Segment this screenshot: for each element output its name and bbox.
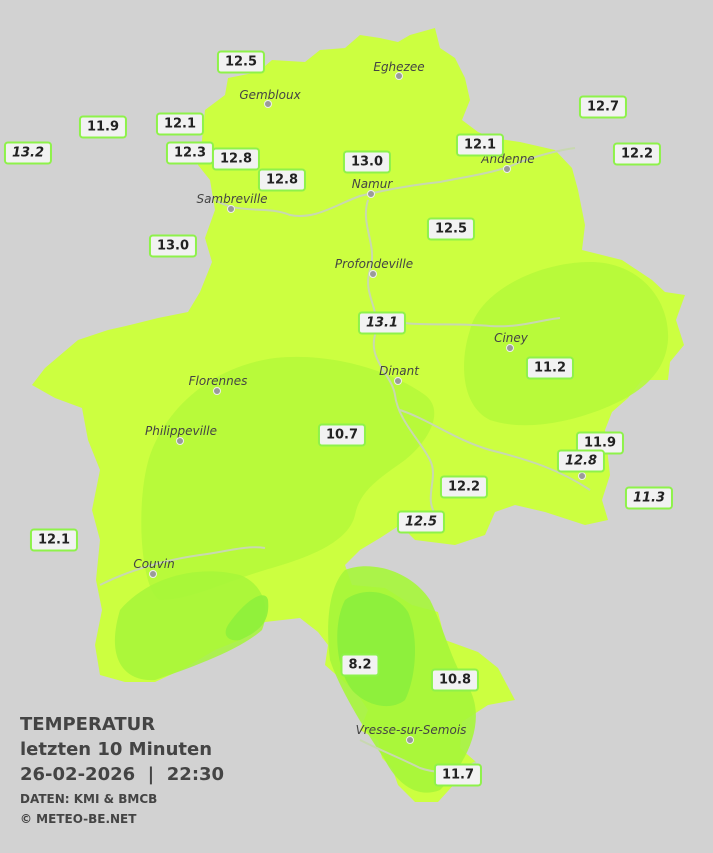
data-source: DATEN: KMI & BMCB xyxy=(20,792,158,806)
reading-label[interactable]: 11.9 xyxy=(78,115,128,139)
river-meuse-south xyxy=(364,199,441,521)
reading-label[interactable]: 8.2 xyxy=(340,653,380,677)
town-dot-vresse xyxy=(406,736,414,744)
reading-label[interactable]: 11.7 xyxy=(433,763,483,787)
town-dot-ciney xyxy=(506,344,514,352)
zone-cool-core xyxy=(337,591,416,707)
town-name-florennes: Florennes xyxy=(189,374,248,388)
reading-label[interactable]: 12.7 xyxy=(578,95,628,119)
reading-label[interactable]: 13.0 xyxy=(148,234,198,258)
town-dot-rochefort xyxy=(578,472,586,480)
reading-label[interactable]: 12.8 xyxy=(211,147,261,171)
reading-label[interactable]: 12.5 xyxy=(426,217,476,241)
town-name-couvin: Couvin xyxy=(133,557,174,571)
river-viroin xyxy=(99,546,266,586)
reading-label[interactable]: 12.1 xyxy=(155,112,205,136)
town-dot-philippeville xyxy=(176,437,184,445)
town-name-gembloux: Gembloux xyxy=(239,88,301,102)
town-dot-dinant xyxy=(394,377,402,385)
town-labels: Eghezee Gembloux Andenne Namur Sambrevil… xyxy=(133,60,534,737)
reading-label[interactable]: 13.2 xyxy=(3,141,53,165)
reading-label[interactable]: 11.2 xyxy=(525,356,575,380)
copyright: © METEO-BE.NET xyxy=(20,812,137,826)
town-dot-profondeville xyxy=(369,270,377,278)
reading-label[interactable]: 12.5 xyxy=(216,50,266,74)
town-dot-couvin xyxy=(149,570,157,578)
zone-mid-center xyxy=(141,356,435,600)
reading-label[interactable]: 12.5 xyxy=(396,510,446,534)
reading-label[interactable]: 10.8 xyxy=(430,668,480,692)
reading-label[interactable]: 12.1 xyxy=(455,133,505,157)
town-markers xyxy=(149,72,586,744)
town-dot-sambreville xyxy=(227,205,235,213)
map-datetime: 26-02-2026 | 22:30 xyxy=(20,764,225,785)
town-dot-andenne xyxy=(503,165,511,173)
town-name-ciney: Ciney xyxy=(494,331,529,345)
zone-mid-east xyxy=(464,262,669,426)
town-name-vresse: Vresse-sur-Semois xyxy=(356,723,467,737)
reading-label[interactable]: 12.8 xyxy=(556,449,606,473)
reading-label[interactable]: 11.3 xyxy=(624,486,674,510)
town-name-profondeville: Profondeville xyxy=(335,257,413,271)
river-lesse xyxy=(399,409,591,491)
reading-label[interactable]: 12.8 xyxy=(257,168,307,192)
town-name-philippeville: Philippeville xyxy=(145,424,217,438)
reading-label[interactable]: 13.1 xyxy=(357,311,407,335)
zone-cool-south xyxy=(225,595,269,641)
town-dot-eghezee xyxy=(395,72,403,80)
town-name-eghezee: Eghezee xyxy=(373,60,424,74)
map-subtitle: letzten 10 Minuten xyxy=(20,739,213,760)
reading-label[interactable]: 12.2 xyxy=(439,475,489,499)
town-dot-florennes xyxy=(213,387,221,395)
town-name-sambreville: Sambreville xyxy=(196,192,267,206)
reading-label[interactable]: 12.3 xyxy=(165,141,215,165)
reading-label[interactable]: 12.2 xyxy=(612,142,662,166)
reading-label[interactable]: 13.0 xyxy=(342,150,392,174)
town-dot-gembloux xyxy=(264,100,272,108)
town-name-dinant: Dinant xyxy=(379,364,420,378)
town-dot-namur xyxy=(367,190,375,198)
info-panel: TEMPERATUR letzten 10 Minuten 26-02-2026… xyxy=(20,712,224,829)
river-sambre-meuse xyxy=(214,147,576,217)
reading-label[interactable]: 11.9 xyxy=(575,431,625,455)
map-title: TEMPERATUR xyxy=(20,714,156,735)
town-name-namur: Namur xyxy=(352,177,394,191)
reading-label[interactable]: 10.7 xyxy=(317,423,367,447)
reading-label[interactable]: 12.1 xyxy=(29,528,79,552)
zone-mid-south xyxy=(114,571,266,681)
